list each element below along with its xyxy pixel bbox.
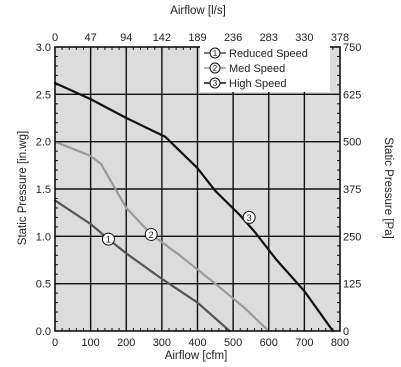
bottom-axis-title: Airflow [cfm] (165, 350, 228, 362)
top-axis-tick-label: 236 (224, 32, 242, 44)
series-marker-circle-2 (144, 227, 158, 241)
top-axis-tick-label: 94 (120, 32, 132, 44)
series-marker-circle-1 (101, 232, 115, 246)
bottom-axis-tick-label: 600 (260, 337, 278, 349)
series-markers: 1 2 3 (101, 210, 256, 246)
right-axis-tick-label: 375 (343, 184, 361, 196)
bottom-axis-tick-label: 300 (153, 337, 171, 349)
top-axis-tick-label: 142 (153, 32, 171, 44)
left-axis-tick-label: 3.0 (36, 42, 51, 54)
legend-marker-label-3: 3 (213, 79, 218, 88)
left-axis-tick-label: 1.5 (36, 184, 51, 196)
series-marker-label-2: 2 (149, 230, 154, 240)
left-axis-title: Static Pressure [in.wg] (17, 131, 29, 245)
top-axis-title: Airflow [l/s] (170, 5, 226, 17)
legend-entry-1: Reduced Speed (229, 48, 308, 60)
bottom-axis-tick-label: 800 (331, 337, 349, 349)
bottom-axis-tick-label: 500 (224, 337, 242, 349)
top-axis-tick-label: 189 (188, 32, 206, 44)
legend-marker-circle-1 (209, 47, 221, 59)
right-axis-tick-label: 125 (343, 279, 361, 291)
left-axis-tick-label: 2.5 (36, 89, 51, 101)
series-marker-circle-3 (242, 210, 256, 224)
right-axis-tick-label: 625 (343, 89, 361, 101)
right-axis-title: Static Pressure [Pa] (382, 137, 394, 239)
legend-entry-2: Med Speed (229, 63, 285, 75)
right-axis-tick-label: 500 (343, 137, 361, 149)
left-axis-tick-label: 0.5 (36, 279, 51, 291)
right-axis-tick-label: 750 (343, 42, 361, 54)
bottom-axis-tick-label: 100 (81, 337, 99, 349)
left-axis-tick-label: 2.0 (36, 137, 51, 149)
top-axis-tick-label: 47 (85, 32, 97, 44)
series-marker-label-3: 3 (247, 213, 252, 223)
top-axis-tick-label: 378 (331, 32, 349, 44)
legend-marker-circle-3 (209, 77, 221, 89)
bottom-axis-tick-label: 0 (52, 337, 58, 349)
bottom-axis-tick-label: 200 (117, 337, 135, 349)
top-axis-tick-label: 283 (260, 32, 278, 44)
legend-marker-label-1: 1 (213, 49, 218, 58)
top-axis-tick-label: 330 (295, 32, 313, 44)
left-axis-tick-label: 1.0 (36, 231, 51, 243)
series-line-3 (53, 81, 334, 333)
legend: 1 Reduced Speed 2 Med Speed 3 High Speed (200, 46, 330, 92)
bottom-axis-tick-label: 700 (295, 337, 313, 349)
left-axis-tick-label: 0.0 (36, 326, 51, 338)
bottom-axis-tick-label: 400 (188, 337, 206, 349)
series-line-1 (53, 199, 231, 333)
grid (55, 47, 340, 331)
right-axis-tick-label: 0 (343, 326, 349, 338)
legend-marker-circle-2 (209, 62, 221, 74)
legend-marker-label-2: 2 (213, 64, 218, 73)
series-marker-label-1: 1 (106, 235, 111, 245)
legend-entry-3: High Speed (229, 78, 287, 90)
right-axis-tick-label: 250 (343, 231, 361, 243)
top-axis-tick-label: 0 (52, 32, 58, 44)
